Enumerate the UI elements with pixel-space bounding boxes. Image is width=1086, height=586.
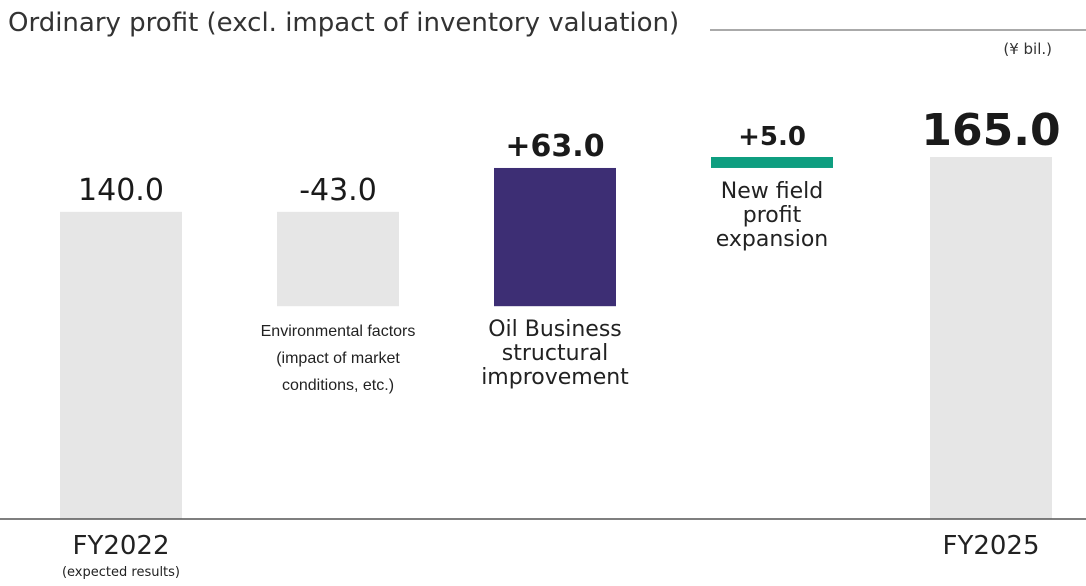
chart-title: Ordinary profit (excl. impact of invento…: [8, 8, 680, 38]
category-label: FY2025: [942, 531, 1040, 561]
value-label: -43.0: [299, 173, 377, 208]
unit-label: (¥ bil.): [1003, 40, 1052, 58]
category-label: FY2022: [72, 531, 170, 561]
bar: [277, 211, 399, 307]
value-label: +63.0: [505, 129, 604, 164]
category-label: Environmental factors (impact of market …: [260, 323, 416, 395]
category-label: New field profit expansion: [715, 178, 829, 252]
value-label: 140.0: [78, 173, 164, 208]
bar: [60, 211, 182, 519]
category-note: (expected results): [61, 565, 181, 580]
value-label: +5.0: [738, 122, 806, 152]
value-label: 165.0: [921, 105, 1060, 156]
bar: [711, 157, 833, 168]
bar: [494, 167, 616, 307]
bar: [930, 157, 1052, 519]
category-label: Oil Business structural improvement: [481, 317, 629, 391]
